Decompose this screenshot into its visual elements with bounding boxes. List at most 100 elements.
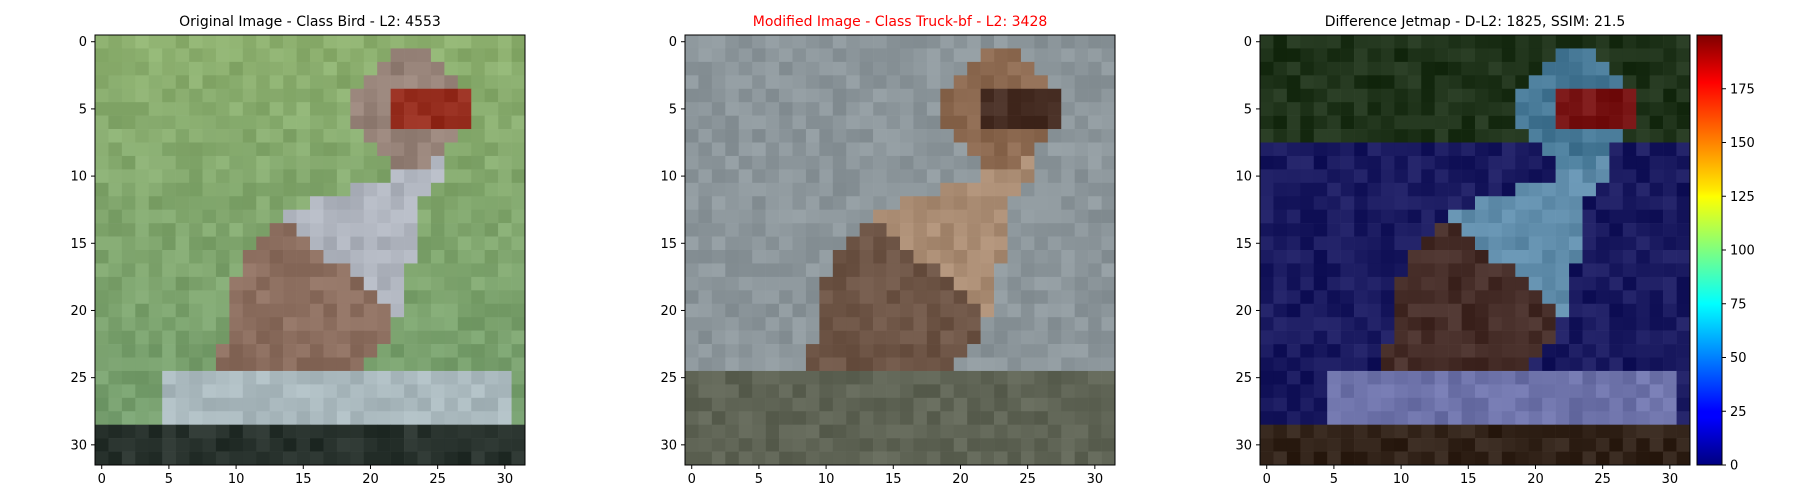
pixel-modified — [940, 397, 955, 412]
pixel-difference — [1407, 451, 1422, 466]
pixel-difference — [1340, 303, 1355, 318]
pixel-original — [430, 344, 445, 358]
pixel-difference — [1380, 344, 1395, 358]
pixel-original — [296, 290, 311, 305]
pixel-original — [108, 303, 123, 318]
pixel-modified — [1047, 88, 1062, 103]
pixel-modified — [738, 88, 753, 103]
pixel-modified — [1047, 35, 1062, 49]
pixel-modified — [832, 330, 847, 345]
pixel-original — [377, 102, 391, 116]
pixel-difference — [1569, 397, 1583, 412]
pixel-difference — [1434, 223, 1449, 237]
pixel-difference — [1394, 357, 1409, 372]
pixel-modified — [967, 263, 981, 278]
pixel-original — [404, 317, 418, 331]
pixel-difference — [1622, 438, 1637, 452]
pixel-difference — [1380, 61, 1395, 76]
pixel-original — [457, 370, 472, 385]
pixel-modified — [1101, 438, 1116, 452]
pixel-modified — [1061, 182, 1075, 197]
pixel-original — [350, 317, 365, 331]
pixel-modified — [1034, 303, 1049, 318]
pixel-difference — [1663, 88, 1677, 103]
pixel-original — [202, 276, 217, 291]
pixel-modified — [980, 344, 995, 358]
pixel-difference — [1421, 182, 1435, 197]
pixel-modified — [832, 357, 847, 372]
pixel-difference — [1555, 384, 1570, 399]
y-tick-label: 30 — [1235, 438, 1252, 453]
pixel-original — [189, 102, 203, 116]
pixel-original — [444, 169, 459, 184]
pixel-modified — [873, 303, 887, 318]
pixel-original — [256, 357, 270, 372]
pixel-original — [283, 236, 297, 251]
pixel-original — [430, 424, 445, 439]
pixel-original — [417, 357, 432, 372]
pixel-modified — [698, 411, 713, 425]
pixel-difference — [1663, 209, 1677, 224]
pixel-original — [390, 451, 405, 466]
pixel-difference — [1488, 250, 1503, 264]
pixel-difference — [1260, 129, 1274, 143]
pixel-modified — [1088, 209, 1102, 224]
pixel-difference — [1622, 424, 1637, 439]
pixel-difference — [1421, 357, 1435, 372]
pixel-difference — [1461, 115, 1476, 130]
pixel-original — [215, 384, 230, 399]
pixel-modified — [859, 61, 874, 76]
pixel-original — [417, 317, 432, 331]
pixel-difference — [1636, 424, 1650, 439]
pixel-modified — [846, 88, 860, 103]
pixel-difference — [1448, 196, 1462, 210]
pixel-difference — [1394, 370, 1409, 385]
pixel-difference — [1340, 155, 1355, 170]
pixel-original — [350, 129, 365, 143]
pixel-difference — [1528, 88, 1543, 103]
pixel-difference — [1609, 182, 1624, 197]
pixel-modified — [1101, 357, 1116, 372]
pixel-modified — [832, 35, 847, 49]
pixel-original — [310, 438, 324, 452]
pixel-original — [202, 102, 217, 116]
pixel-original — [363, 209, 378, 224]
pixel-original — [189, 276, 203, 291]
pixel-original — [444, 411, 459, 425]
pixel-difference — [1582, 290, 1597, 305]
pixel-difference — [1676, 88, 1691, 103]
pixel-difference — [1380, 411, 1395, 425]
pixel-original — [404, 424, 418, 439]
pixel-difference — [1676, 155, 1691, 170]
pixel-modified — [1088, 384, 1102, 399]
pixel-difference — [1622, 155, 1637, 170]
pixel-difference — [1448, 35, 1462, 49]
pixel-modified — [1061, 102, 1075, 116]
pixel-original — [202, 61, 217, 76]
pixel-difference — [1367, 236, 1382, 251]
pixel-modified — [805, 102, 820, 116]
pixel-original — [121, 182, 136, 197]
x-tick-label: 15 — [1460, 472, 1477, 487]
pixel-difference — [1488, 330, 1503, 345]
pixel-modified — [846, 397, 860, 412]
pixel-modified — [1007, 35, 1022, 49]
pixel-difference — [1582, 344, 1597, 358]
pixel-original — [377, 223, 391, 237]
pixel-modified — [1061, 48, 1075, 63]
pixel-original — [498, 75, 512, 90]
pixel-modified — [738, 236, 753, 251]
pixel-difference — [1340, 129, 1355, 143]
pixel-original — [417, 155, 432, 170]
pixel-original — [511, 357, 526, 372]
pixel-original — [336, 236, 351, 251]
pixel-modified — [819, 451, 834, 466]
pixel-original — [175, 115, 190, 130]
pixel-modified — [725, 223, 740, 237]
pixel-original — [95, 155, 109, 170]
pixel-modified — [698, 75, 713, 90]
x-tick-label: 5 — [755, 472, 763, 487]
pixel-modified — [953, 317, 968, 331]
pixel-original — [108, 236, 123, 251]
pixel-difference — [1461, 397, 1476, 412]
